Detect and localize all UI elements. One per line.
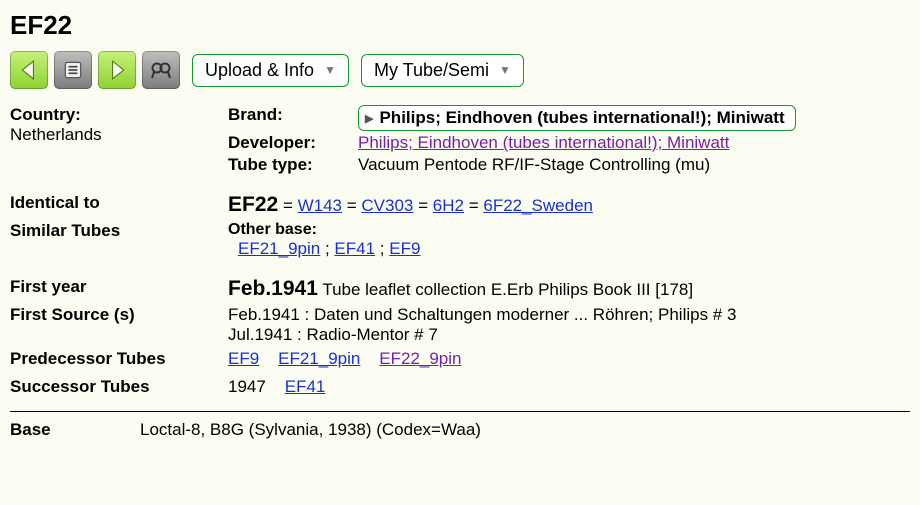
- upload-info-dropdown[interactable]: Upload & Info ▼: [192, 54, 349, 87]
- predecessor-link[interactable]: EF9: [228, 349, 259, 368]
- separator: ;: [380, 239, 389, 258]
- triangle-right-icon: ▶: [365, 112, 373, 125]
- identical-link[interactable]: 6F22_Sweden: [483, 196, 593, 215]
- search-button[interactable]: [142, 51, 180, 89]
- divider: [10, 411, 910, 412]
- firstyear-value: Feb.1941: [228, 277, 318, 300]
- identical-link[interactable]: 6H2: [433, 196, 464, 215]
- identical-value: EF22 = W143 = CV303 = 6H2 = 6F22_Sweden: [228, 193, 910, 217]
- base-label: Base: [10, 420, 140, 440]
- brand-value: Philips; Eindhoven (tubes international!…: [379, 108, 784, 128]
- similar-link[interactable]: EF9: [389, 239, 420, 258]
- successor-label: Successor Tubes: [10, 377, 220, 401]
- brand-label: Brand:: [228, 105, 358, 131]
- identical-label: Identical to: [10, 193, 220, 217]
- chevron-down-icon: ▼: [324, 63, 336, 77]
- list-button[interactable]: [54, 51, 92, 89]
- successor-link[interactable]: EF41: [285, 377, 326, 396]
- identical-link[interactable]: CV303: [361, 196, 413, 215]
- developer-label: Developer:: [228, 133, 358, 153]
- predecessor-link[interactable]: EF22_9pin: [379, 349, 461, 368]
- identical-main: EF22: [228, 193, 278, 216]
- developer-link[interactable]: Philips; Eindhoven (tubes international!…: [358, 133, 729, 152]
- similar-link[interactable]: EF41: [334, 239, 375, 258]
- dropdown-label: My Tube/Semi: [374, 60, 489, 81]
- country-label: Country:: [10, 105, 220, 125]
- brand-selector[interactable]: ▶ Philips; Eindhoven (tubes internationa…: [358, 105, 796, 131]
- predecessor-label: Predecessor Tubes: [10, 349, 220, 373]
- identical-link[interactable]: W143: [298, 196, 342, 215]
- predecessor-link[interactable]: EF21_9pin: [278, 349, 360, 368]
- successor-year: 1947: [228, 377, 266, 396]
- firstyear-label: First year: [10, 277, 220, 301]
- next-button[interactable]: [98, 51, 136, 89]
- my-tube-dropdown[interactable]: My Tube/Semi ▼: [361, 54, 524, 87]
- page-title: EF22: [10, 10, 910, 41]
- firstyear-note: Tube leaflet collection E.Erb Philips Bo…: [322, 280, 693, 299]
- toolbar: Upload & Info ▼ My Tube/Semi ▼: [10, 51, 910, 89]
- similar-label: Similar Tubes: [10, 221, 220, 245]
- separator: ;: [325, 239, 334, 258]
- tubetype-value: Vacuum Pentode RF/IF-Stage Controlling (…: [358, 155, 910, 175]
- country-value: Netherlands: [10, 125, 220, 145]
- similar-link[interactable]: EF21_9pin: [238, 239, 320, 258]
- dropdown-label: Upload & Info: [205, 60, 314, 81]
- firstsource-line: Jul.1941 : Radio-Mentor # 7: [228, 325, 910, 345]
- tubetype-label: Tube type:: [228, 155, 358, 175]
- base-value: Loctal-8, B8G (Sylvania, 1938) (Codex=Wa…: [140, 420, 910, 440]
- prev-button[interactable]: [10, 51, 48, 89]
- similar-sublabel: Other base:: [228, 221, 910, 239]
- chevron-down-icon: ▼: [499, 63, 511, 77]
- firstsource-line: Feb.1941 : Daten und Schaltungen moderne…: [228, 305, 910, 325]
- firstsource-label: First Source (s): [10, 305, 220, 329]
